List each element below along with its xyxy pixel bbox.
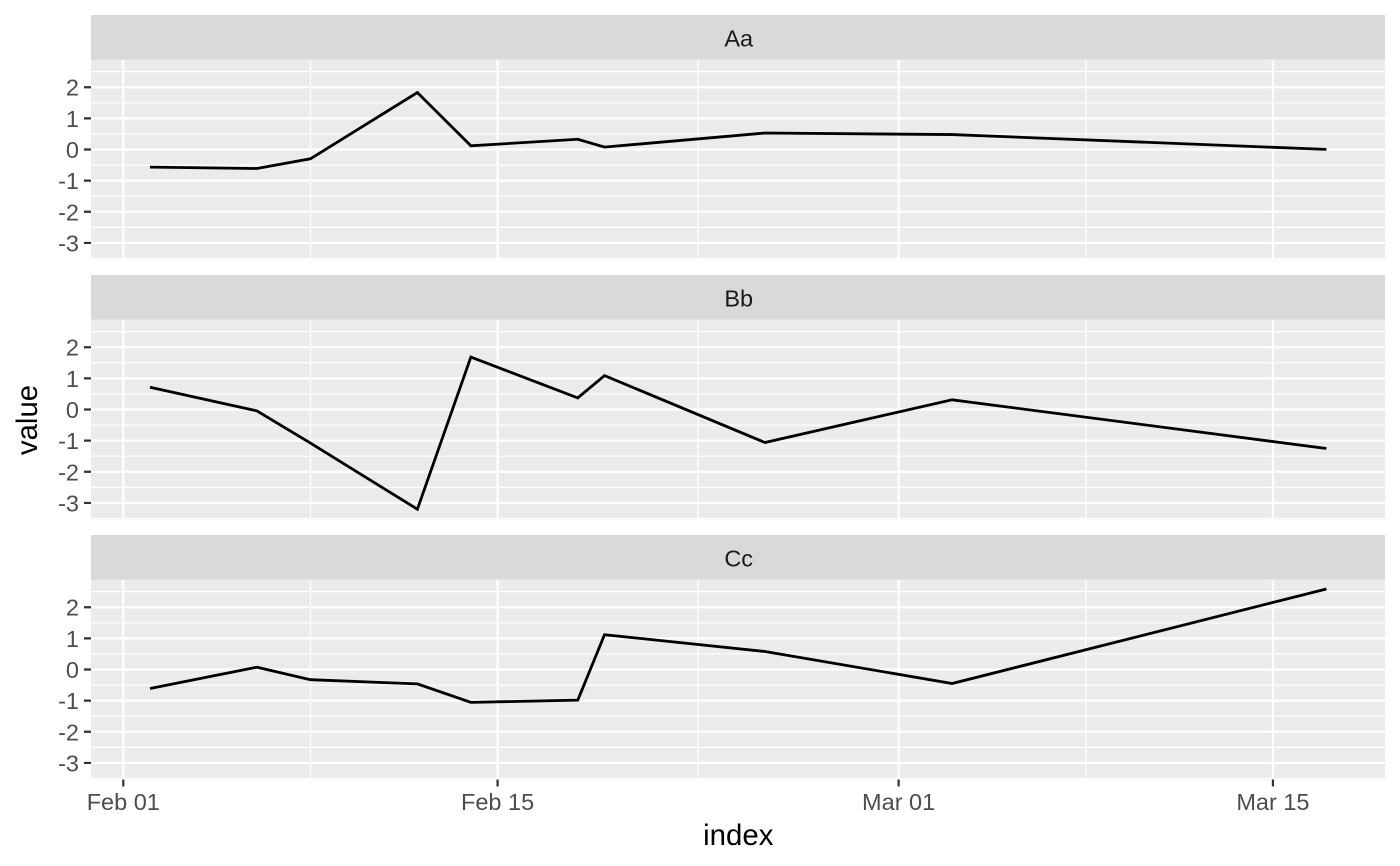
svg-text:-3: -3 bbox=[58, 490, 79, 516]
svg-text:2: 2 bbox=[66, 595, 79, 621]
svg-text:-2: -2 bbox=[58, 719, 79, 745]
svg-text:Mar 01: Mar 01 bbox=[862, 789, 935, 815]
svg-text:-1: -1 bbox=[58, 688, 79, 714]
svg-text:1: 1 bbox=[66, 626, 79, 652]
svg-text:Aa: Aa bbox=[724, 25, 754, 51]
svg-text:-1: -1 bbox=[58, 168, 79, 194]
svg-text:value: value bbox=[11, 385, 44, 455]
svg-text:1: 1 bbox=[66, 366, 79, 392]
svg-text:-3: -3 bbox=[58, 230, 79, 256]
svg-text:2: 2 bbox=[66, 75, 79, 101]
svg-text:0: 0 bbox=[66, 397, 79, 423]
svg-text:Mar 15: Mar 15 bbox=[1236, 789, 1309, 815]
svg-text:-3: -3 bbox=[58, 750, 79, 776]
svg-text:0: 0 bbox=[66, 657, 79, 683]
svg-text:Feb 15: Feb 15 bbox=[461, 789, 534, 815]
svg-text:Feb 01: Feb 01 bbox=[87, 789, 160, 815]
svg-text:0: 0 bbox=[66, 137, 79, 163]
svg-text:-2: -2 bbox=[58, 459, 79, 485]
svg-text:Cc: Cc bbox=[724, 545, 753, 571]
svg-text:Bb: Bb bbox=[724, 285, 753, 311]
svg-text:2: 2 bbox=[66, 335, 79, 361]
svg-text:-1: -1 bbox=[58, 428, 79, 454]
svg-text:index: index bbox=[703, 819, 774, 852]
svg-text:1: 1 bbox=[66, 106, 79, 132]
svg-text:-2: -2 bbox=[58, 199, 79, 225]
